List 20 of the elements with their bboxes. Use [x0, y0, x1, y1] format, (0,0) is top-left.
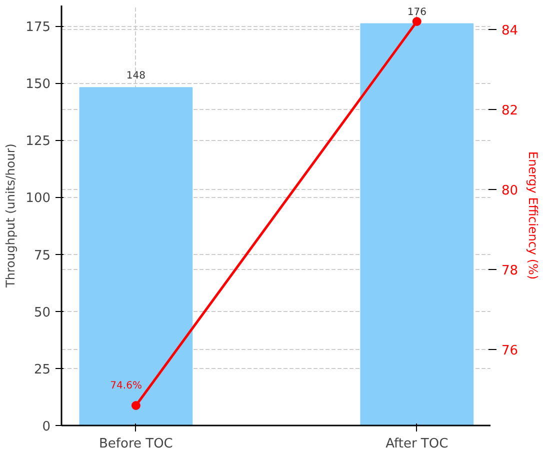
y2-tick-label: 82 [502, 104, 518, 118]
y-tick-label: 175 [26, 20, 51, 36]
y2-tick-label: 78 [502, 264, 518, 278]
y2-tick-label: 80 [502, 184, 518, 198]
data-label: 176 [407, 6, 426, 18]
x-tick-label: After TOC [386, 436, 448, 452]
data-label: 74.6% [110, 380, 142, 392]
y-tick-label: 0 [42, 420, 51, 434]
y-tick-label: 25 [34, 362, 51, 378]
data-label: 148 [126, 70, 146, 82]
y-axis-title: Throughput (units/hour) [4, 144, 18, 288]
y-tick-label: 125 [26, 134, 51, 150]
y2-axis-title: Energy Efficiency (%) [526, 151, 540, 280]
y-tick-label: 75 [34, 248, 51, 264]
x-tick-label: Before TOC [99, 436, 173, 452]
y2-tick-label: 84 [502, 24, 518, 38]
y2-tick-label: 76 [502, 344, 518, 358]
y-tick-label: 100 [26, 191, 51, 206]
y-tick-label: 50 [34, 305, 51, 320]
y-tick-label: 150 [26, 77, 51, 92]
